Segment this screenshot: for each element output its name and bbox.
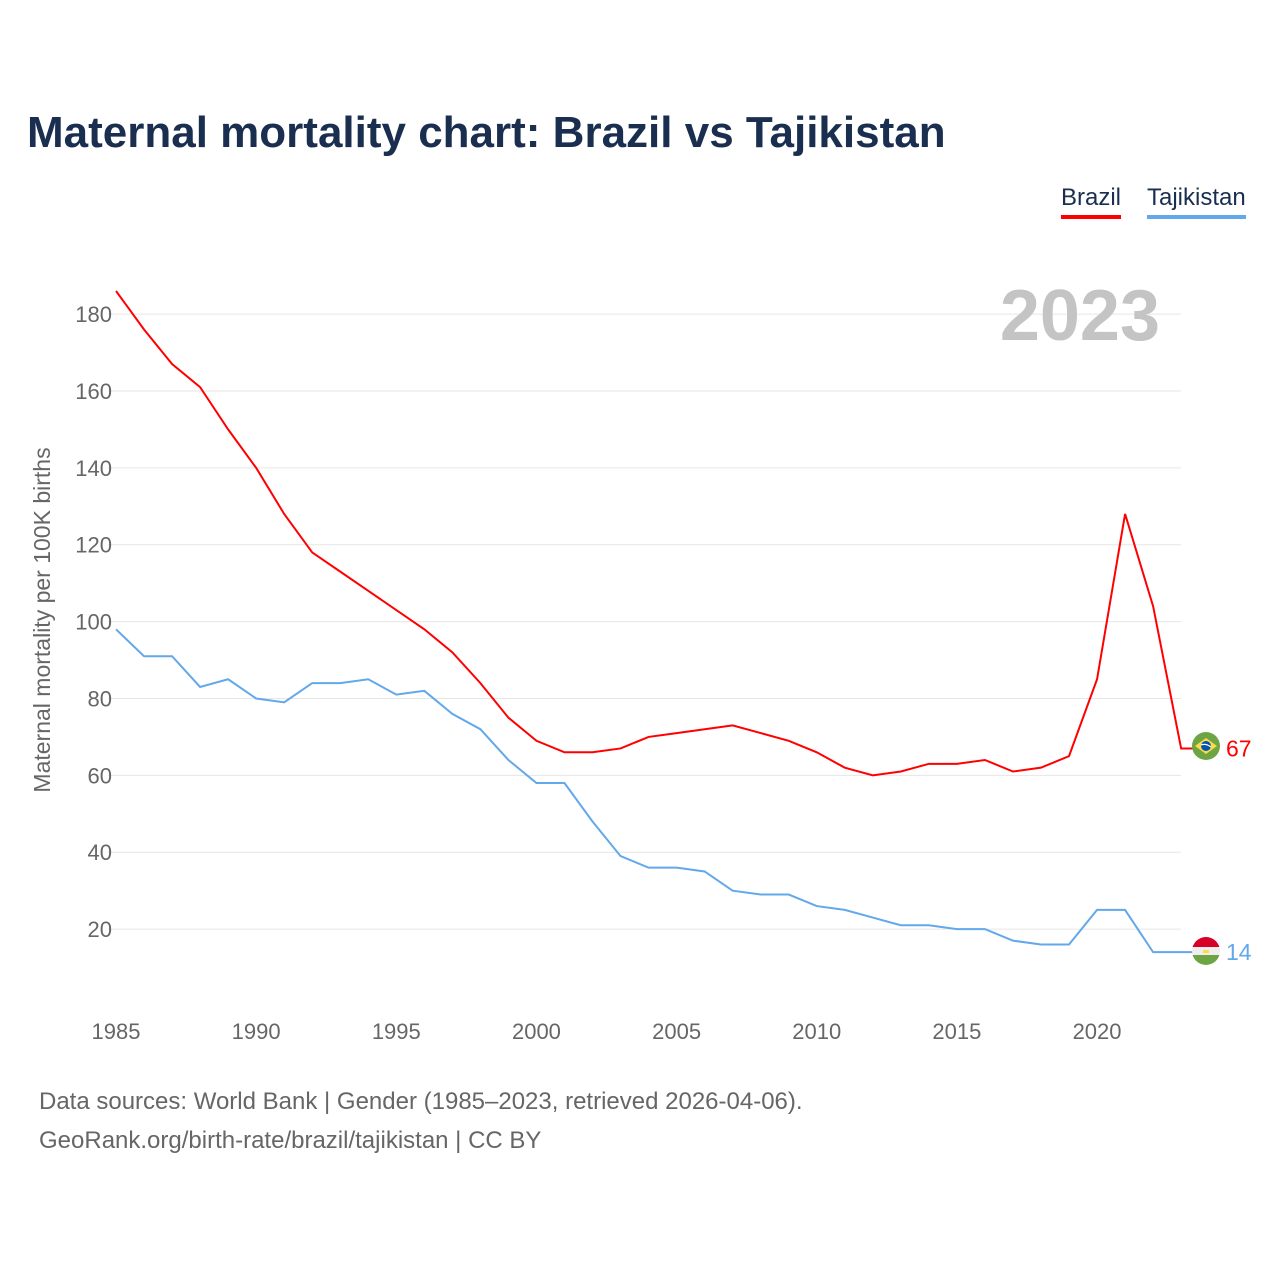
y-tick-label: 60 [88,763,112,788]
x-tick-label: 1995 [372,1019,421,1044]
x-tick-label: 1985 [92,1019,141,1044]
tajikistan-flag-icon [1192,937,1220,965]
end-label-brazil: 67 [1226,735,1252,761]
legend-item-brazil[interactable]: Brazil [1061,184,1122,219]
y-tick-label: 160 [75,379,112,404]
year-label: 2023 [1000,276,1160,356]
x-tick-label: 2015 [932,1019,981,1044]
source-line-1: Data sources: World Bank | Gender (1985–… [39,1088,803,1115]
brazil-flag-icon [1192,732,1220,760]
y-tick-label: 100 [75,610,112,635]
end-label-tajikistan: 14 [1226,939,1252,965]
y-tick-label: 80 [88,686,112,711]
y-tick-label: 40 [88,840,112,865]
y-tick-label: 20 [88,917,112,942]
y-tick-label: 120 [75,533,112,558]
y-tick-label: 180 [75,302,112,327]
x-tick-label: 1990 [232,1019,281,1044]
x-tick-label: 2020 [1073,1019,1122,1044]
y-axis-label: Maternal mortality per 100K births [29,447,55,792]
x-tick-label: 2000 [512,1019,561,1044]
legend-item-tajikistan[interactable]: Tajikistan [1147,184,1246,219]
x-tick-label: 2005 [652,1019,701,1044]
x-tick-label: 2010 [792,1019,841,1044]
y-tick-label: 140 [75,456,112,481]
series-line-tajikistan [115,628,1194,954]
series-line-brazil [115,290,1194,777]
source-line-2[interactable]: GeoRank.org/birth-rate/brazil/tajikistan… [39,1127,542,1154]
chart-title: Maternal mortality chart: Brazil vs Taji… [27,108,946,157]
